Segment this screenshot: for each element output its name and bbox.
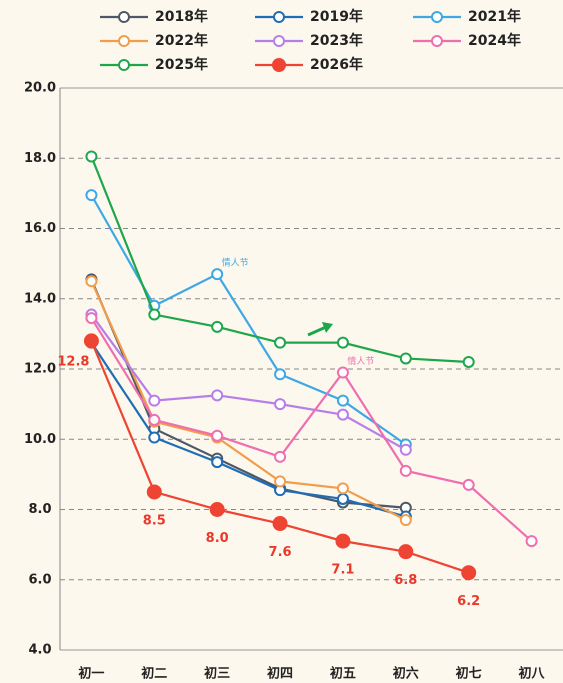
y-tick-label: 18.0 <box>24 151 56 166</box>
x-tick-label: 初四 <box>267 666 293 682</box>
point <box>274 398 287 411</box>
x-tick-label: 初五 <box>330 666 356 682</box>
legend-label: 2024年 <box>468 32 521 49</box>
legend-marker <box>273 11 285 23</box>
point <box>146 484 162 500</box>
legend-marker <box>118 11 130 23</box>
legend-label: 2025年 <box>155 56 208 73</box>
point <box>336 336 349 349</box>
point <box>211 268 224 281</box>
series-line <box>90 156 469 364</box>
series-line <box>90 317 533 542</box>
legend-label: 2019年 <box>310 8 363 25</box>
point <box>399 464 412 477</box>
point <box>211 456 224 469</box>
point <box>148 413 161 426</box>
data-label: 12.8 <box>57 354 89 369</box>
annotation: 情人节 <box>347 355 374 367</box>
legend-marker <box>273 35 285 47</box>
point <box>462 355 475 368</box>
series-line <box>90 342 407 518</box>
point <box>148 394 161 407</box>
point <box>398 544 414 560</box>
legend-label: 2023年 <box>310 32 363 49</box>
x-tick-label: 初三 <box>204 666 230 682</box>
y-tick-label: 20.0 <box>24 81 56 96</box>
point <box>336 482 349 495</box>
x-tick-label: 初七 <box>456 666 482 682</box>
data-label: 8.0 <box>206 531 229 546</box>
point <box>335 533 351 549</box>
legend-label: 2018年 <box>155 8 208 25</box>
y-tick-label: 14.0 <box>24 291 56 306</box>
point <box>85 312 98 325</box>
point <box>211 320 224 333</box>
legend-marker <box>431 11 443 23</box>
y-tick-label: 4.0 <box>28 643 51 658</box>
series-line <box>90 313 407 451</box>
data-label: 7.1 <box>331 563 354 578</box>
series-line <box>90 280 407 522</box>
x-tick-label: 初六 <box>393 666 419 682</box>
y-tick-label: 12.0 <box>24 362 56 377</box>
y-tick-label: 8.0 <box>28 502 51 517</box>
point <box>85 150 98 163</box>
point <box>83 333 99 349</box>
point <box>399 443 412 456</box>
point <box>336 366 349 379</box>
x-tick-label: 初二 <box>141 666 167 682</box>
legend-marker <box>118 35 130 47</box>
data-label: 7.6 <box>269 545 292 560</box>
point <box>211 389 224 402</box>
x-tick-label: 初八 <box>519 666 546 682</box>
annotation: 情人节 <box>222 257 249 269</box>
point <box>461 565 477 581</box>
point <box>525 535 538 548</box>
legend-marker <box>118 59 130 71</box>
point <box>462 478 475 491</box>
legend-marker <box>272 58 286 72</box>
data-label: 6.2 <box>457 594 480 609</box>
x-tick-label: 初一 <box>78 666 104 682</box>
y-tick-label: 6.0 <box>28 572 51 587</box>
point <box>399 514 412 527</box>
point <box>336 492 349 505</box>
data-label: 6.8 <box>394 573 417 588</box>
point <box>211 429 224 442</box>
point <box>85 275 98 288</box>
point <box>274 475 287 488</box>
point <box>274 336 287 349</box>
point <box>148 431 161 444</box>
point <box>85 189 98 202</box>
trend-arrow-head <box>322 322 333 333</box>
point <box>209 502 225 517</box>
legend-label: 2021年 <box>468 8 521 25</box>
point <box>399 352 412 365</box>
series-line <box>90 194 407 446</box>
legend-marker <box>431 35 443 47</box>
point <box>336 394 349 407</box>
y-tick-label: 16.0 <box>24 221 56 236</box>
legend-label: 2022年 <box>155 32 208 49</box>
y-tick-label: 10.0 <box>24 432 56 447</box>
data-label: 8.5 <box>143 513 166 528</box>
trend-arrow <box>307 325 327 337</box>
point <box>274 368 287 381</box>
point <box>272 516 288 532</box>
legend-label: 2026年 <box>310 56 363 73</box>
point <box>148 308 161 321</box>
point <box>274 450 287 463</box>
point <box>336 408 349 421</box>
